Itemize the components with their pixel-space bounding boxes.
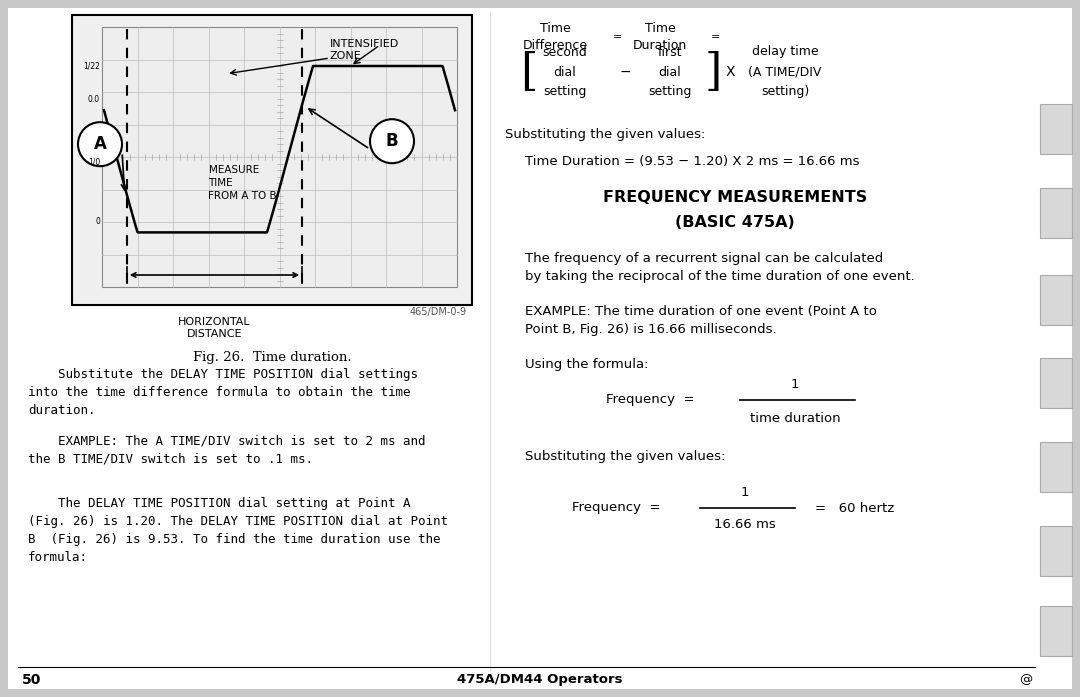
FancyBboxPatch shape	[1040, 442, 1072, 492]
Text: X: X	[726, 65, 734, 79]
Text: =: =	[612, 32, 622, 42]
Text: 1: 1	[791, 378, 799, 390]
Text: 1/0: 1/0	[87, 158, 100, 167]
Text: EXAMPLE: The A TIME/DIV switch is set to 2 ms and
the B TIME/DIV switch is set t: EXAMPLE: The A TIME/DIV switch is set to…	[28, 435, 426, 466]
Circle shape	[370, 119, 414, 163]
Text: The DELAY TIME POSITION dial setting at Point A
(Fig. 26) is 1.20. The DELAY TIM: The DELAY TIME POSITION dial setting at …	[28, 497, 448, 564]
Text: B: B	[386, 132, 399, 150]
Text: MEASURE
TIME
FROM A TO B: MEASURE TIME FROM A TO B	[208, 164, 278, 201]
Text: Frequency  =: Frequency =	[607, 394, 696, 406]
Text: 1: 1	[741, 486, 750, 498]
FancyBboxPatch shape	[1040, 606, 1072, 656]
Text: time duration: time duration	[750, 411, 840, 424]
Text: FREQUENCY MEASUREMENTS: FREQUENCY MEASUREMENTS	[603, 190, 867, 205]
FancyBboxPatch shape	[1040, 104, 1072, 154]
Text: 16.66 ms: 16.66 ms	[714, 519, 775, 532]
Text: A: A	[94, 135, 107, 153]
Text: ]: ]	[705, 50, 723, 93]
Text: −: −	[619, 65, 631, 79]
FancyBboxPatch shape	[1040, 187, 1072, 238]
Text: The frequency of a recurrent signal can be calculated
by taking the reciprocal o: The frequency of a recurrent signal can …	[525, 252, 915, 283]
Text: Frequency  =: Frequency =	[571, 502, 660, 514]
FancyBboxPatch shape	[1040, 358, 1072, 408]
Text: HORIZONTAL
DISTANCE: HORIZONTAL DISTANCE	[178, 317, 251, 339]
Text: @: @	[1018, 673, 1032, 687]
FancyBboxPatch shape	[72, 15, 472, 305]
Text: =   60 hertz: = 60 hertz	[815, 502, 894, 514]
Text: 1/22: 1/22	[83, 61, 100, 70]
FancyBboxPatch shape	[102, 27, 457, 287]
Text: 465/DM-0-9: 465/DM-0-9	[410, 307, 467, 317]
Text: 0: 0	[95, 217, 100, 227]
Circle shape	[78, 122, 122, 166]
Text: Time
Difference: Time Difference	[523, 22, 588, 52]
Text: Time Duration = (9.53 − 1.20) X 2 ms = 16.66 ms: Time Duration = (9.53 − 1.20) X 2 ms = 1…	[525, 155, 860, 168]
FancyBboxPatch shape	[8, 8, 1072, 689]
Text: dial: dial	[659, 66, 681, 79]
Text: Fig. 26.  Time duration.: Fig. 26. Time duration.	[192, 351, 351, 364]
Text: Substituting the given values:: Substituting the given values:	[505, 128, 705, 141]
Text: [: [	[519, 50, 538, 93]
FancyBboxPatch shape	[1040, 526, 1072, 576]
Text: Time
Duration: Time Duration	[633, 22, 687, 52]
Text: second: second	[542, 45, 588, 59]
Text: Substitute the DELAY TIME POSITION dial settings
into the time difference formul: Substitute the DELAY TIME POSITION dial …	[28, 368, 418, 417]
Text: INTENSIFIED
ZONE: INTENSIFIED ZONE	[330, 39, 400, 61]
Text: dial: dial	[554, 66, 577, 79]
Text: (A TIME/DIV: (A TIME/DIV	[748, 66, 822, 79]
Text: Using the formula:: Using the formula:	[525, 358, 648, 371]
Text: 0.0: 0.0	[87, 95, 100, 105]
Text: =: =	[711, 32, 719, 42]
Text: Substituting the given values:: Substituting the given values:	[525, 450, 726, 463]
Text: setting: setting	[543, 86, 586, 98]
Text: first: first	[658, 45, 683, 59]
Text: 50: 50	[22, 673, 41, 687]
Text: setting: setting	[648, 86, 691, 98]
Text: EXAMPLE: The time duration of one event (Point A to
Point B, Fig. 26) is 16.66 m: EXAMPLE: The time duration of one event …	[525, 305, 877, 336]
Text: delay time: delay time	[752, 45, 819, 59]
Text: 475A/DM44 Operators: 475A/DM44 Operators	[457, 673, 623, 687]
Text: setting): setting)	[761, 86, 809, 98]
Text: (BASIC 475A): (BASIC 475A)	[675, 215, 795, 230]
FancyBboxPatch shape	[1040, 275, 1072, 325]
